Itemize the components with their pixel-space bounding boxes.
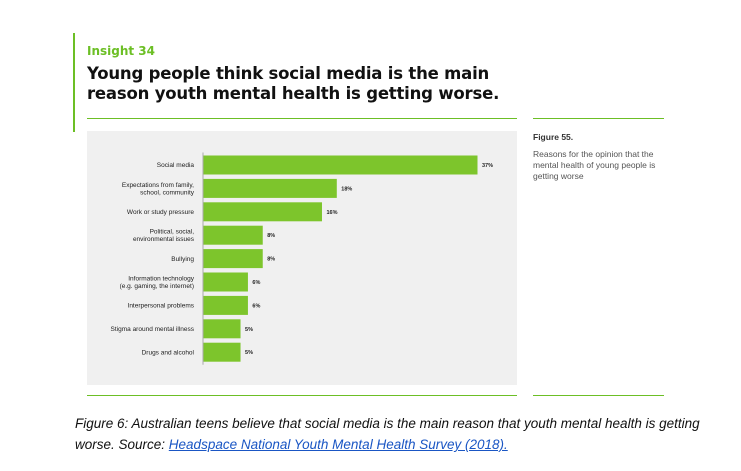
category-label: Social media: [157, 162, 195, 169]
category-label: Political, social, environmental issues: [133, 229, 195, 244]
value-label: 18%: [341, 186, 352, 192]
value-label: 8%: [267, 233, 275, 239]
value-label: 5%: [245, 350, 253, 356]
bar: [203, 342, 241, 362]
value-label: 5%: [245, 327, 253, 333]
bar: [203, 202, 322, 222]
bar: [203, 155, 478, 175]
figure-caption: Figure 6: Australian teens believe that …: [75, 413, 715, 455]
category-label: Information technology (e.g. gaming, the …: [120, 275, 195, 290]
bar: [203, 178, 337, 198]
value-label: 37%: [482, 163, 493, 169]
top-divider-right: [533, 118, 664, 119]
headline: Young people think social media is the m…: [87, 64, 500, 103]
value-label: 16%: [326, 210, 337, 216]
bar: [203, 295, 248, 315]
value-label: 8%: [267, 257, 275, 263]
category-label: Stigma around mental illness: [111, 326, 195, 333]
top-divider: [87, 118, 517, 119]
bar: [203, 319, 241, 339]
category-label: Work or study pressure: [127, 209, 194, 216]
value-label: 6%: [252, 280, 260, 286]
category-label: Expectations from family, school, communi…: [122, 182, 195, 197]
category-label: Interpersonal problems: [128, 303, 195, 310]
side-accent-rule: [73, 33, 75, 132]
category-label: Bullying: [171, 256, 194, 263]
value-label: 6%: [252, 303, 260, 309]
bottom-divider-right: [533, 395, 664, 396]
figure-description: Reasons for the opinion that the mental …: [533, 149, 656, 181]
bar: [203, 249, 263, 269]
insight-label: Insight 34: [87, 44, 156, 58]
figure-label: Figure 55.: [533, 132, 574, 142]
bar: [203, 225, 263, 245]
category-label: Drugs and alcohol: [142, 349, 195, 356]
bottom-divider: [87, 395, 517, 396]
caption-text: Figure 6: Australian teens believe that …: [75, 416, 700, 452]
bar: [203, 272, 248, 292]
source-link[interactable]: Headspace National Youth Mental Health S…: [168, 437, 508, 452]
